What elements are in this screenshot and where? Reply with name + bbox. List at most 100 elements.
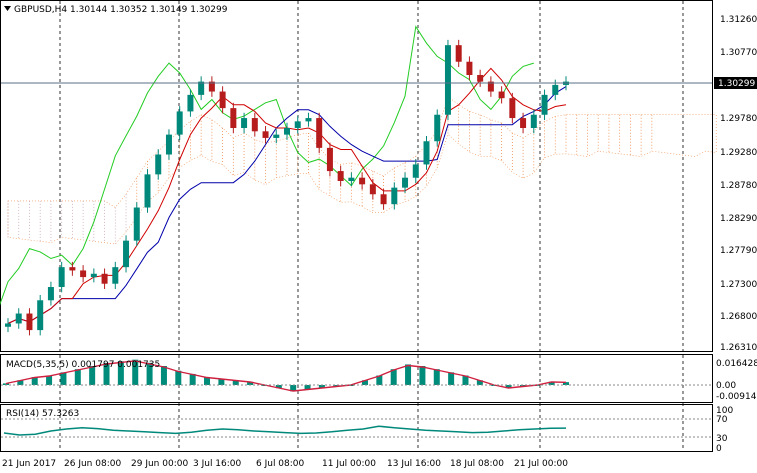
macd-bar [361, 380, 368, 385]
candle-body [273, 134, 280, 138]
candle-body [187, 94, 194, 112]
candle-body [455, 45, 462, 62]
symbol-header[interactable]: GBPUSD,H4 1.30144 1.30352 1.30149 1.3029… [4, 5, 228, 15]
rsi-tick: 0 [716, 444, 722, 454]
time-axis: 21 Jun 2017 26 Jun 08:00 29 Jun 00:00 3 … [2, 459, 568, 469]
current-price-label: 1.30299 [718, 79, 755, 89]
macd-tick: 0.016428 [716, 359, 757, 369]
candle-body [412, 164, 419, 178]
chikou-span-line [0, 25, 534, 306]
candle-body [487, 81, 494, 92]
macd-label: MACD(5,35,5) 0.001797 0.001735 [6, 360, 160, 370]
macd-bar [89, 366, 96, 385]
price-tick: 1.27300 [720, 280, 757, 290]
macd-bar [74, 369, 81, 385]
price-tick: 1.29280 [720, 148, 757, 158]
price-axis: 1.31260 1.30770 1.30299 1.29780 1.29280 … [714, 15, 757, 353]
collapse-triangle-icon[interactable] [4, 6, 11, 11]
candle-body [101, 273, 108, 284]
time-tick: 18 Jul 08:00 [450, 459, 504, 469]
time-tick: 26 Jun 08:00 [64, 459, 121, 469]
candle-body [337, 171, 344, 182]
macd-bar [146, 362, 153, 385]
time-tick: 6 Jul 08:00 [256, 459, 305, 469]
candle-body [262, 131, 269, 138]
rsi-tick: 30 [716, 434, 728, 444]
macd-bar [519, 385, 526, 387]
candle-body [477, 74, 484, 82]
price-tick: 1.28290 [720, 214, 757, 224]
candle-body [541, 94, 548, 115]
candle-body [552, 84, 559, 95]
time-tick: 3 Jul 16:00 [193, 459, 242, 469]
price-tick: 1.30770 [720, 48, 757, 58]
rsi-line [3, 425, 567, 436]
candle-body [5, 323, 11, 327]
candle-body [165, 134, 172, 155]
macd-bar [448, 372, 455, 385]
candle-body [305, 118, 312, 122]
candle-body [326, 147, 333, 172]
macd-bar [376, 375, 383, 385]
candle-body [69, 267, 76, 271]
rsi-tick: 100 [716, 406, 733, 416]
price-tick: 1.27790 [720, 246, 757, 256]
candle-body [498, 91, 505, 99]
time-tick: 29 Jun 00:00 [131, 459, 188, 469]
candle-body [369, 184, 376, 195]
macd-bar [333, 385, 340, 387]
candle-body [208, 81, 215, 92]
rsi-frame [0, 404, 713, 452]
candle-body [316, 118, 323, 148]
macd-bar [476, 380, 483, 385]
macd-bar [275, 385, 282, 389]
candle-body [284, 127, 290, 135]
candle-body [112, 267, 119, 284]
price-tick: 1.26800 [720, 312, 757, 322]
candle-body [58, 267, 65, 288]
macd-bar [433, 369, 440, 385]
macd-bar [17, 380, 24, 385]
macd-bar [60, 372, 67, 385]
symbol-label: GBPUSD,H4 1.30144 1.30352 1.30149 1.3029… [14, 5, 228, 15]
macd-bar [117, 361, 124, 385]
candle-body [144, 174, 151, 208]
candle-body [530, 114, 537, 128]
macd-bar [563, 382, 569, 385]
candle-body [198, 81, 205, 95]
macd-bar [3, 383, 9, 385]
candle-body [133, 207, 140, 241]
candle-body [123, 240, 130, 268]
candle-body [26, 313, 33, 331]
macd-bar [505, 385, 512, 389]
macd-signal-line [5, 360, 567, 392]
kijun-sen-line [7, 86, 567, 324]
macd-tick: -0.009148 [716, 392, 757, 402]
macd-bar [304, 385, 311, 390]
macd-bar [232, 380, 239, 385]
candle-body [80, 270, 87, 278]
candle-body [219, 91, 226, 109]
time-tick: 11 Jul 00:00 [322, 459, 376, 469]
price-tick: 1.29780 [720, 114, 757, 124]
macd-bar [390, 369, 397, 385]
macd-bar [247, 381, 254, 385]
time-tick: 13 Jul 16:00 [387, 459, 441, 469]
macd-bar [46, 375, 53, 385]
rsi-path [3, 425, 567, 436]
candle-body [391, 187, 398, 205]
price-tick: 1.26310 [720, 343, 757, 353]
candle-body [423, 141, 430, 165]
macd-bar [290, 385, 297, 392]
candle-body [241, 118, 248, 128]
candle-body [37, 300, 44, 331]
price-tick: 1.31260 [720, 15, 757, 25]
current-price-box [714, 77, 757, 89]
candle-body [230, 108, 237, 128]
main-chart-frame [0, 0, 713, 352]
candle-body [434, 114, 441, 142]
candle-body [380, 194, 387, 205]
candle-body [402, 177, 409, 188]
candle-body [348, 177, 355, 182]
